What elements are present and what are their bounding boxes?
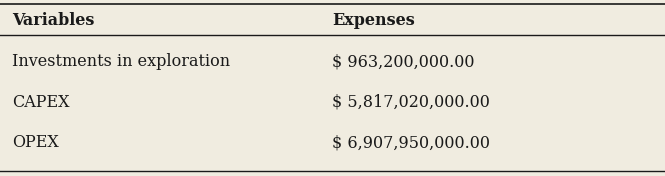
Text: $ 5,817,020,000.00: $ 5,817,020,000.00 bbox=[332, 94, 490, 111]
Text: Investments in exploration: Investments in exploration bbox=[12, 53, 230, 70]
Text: Expenses: Expenses bbox=[332, 12, 415, 29]
Text: CAPEX: CAPEX bbox=[12, 94, 69, 111]
Text: $ 963,200,000.00: $ 963,200,000.00 bbox=[332, 53, 475, 70]
Text: Variables: Variables bbox=[12, 12, 94, 29]
Text: OPEX: OPEX bbox=[12, 134, 59, 151]
Text: $ 6,907,950,000.00: $ 6,907,950,000.00 bbox=[332, 134, 491, 151]
